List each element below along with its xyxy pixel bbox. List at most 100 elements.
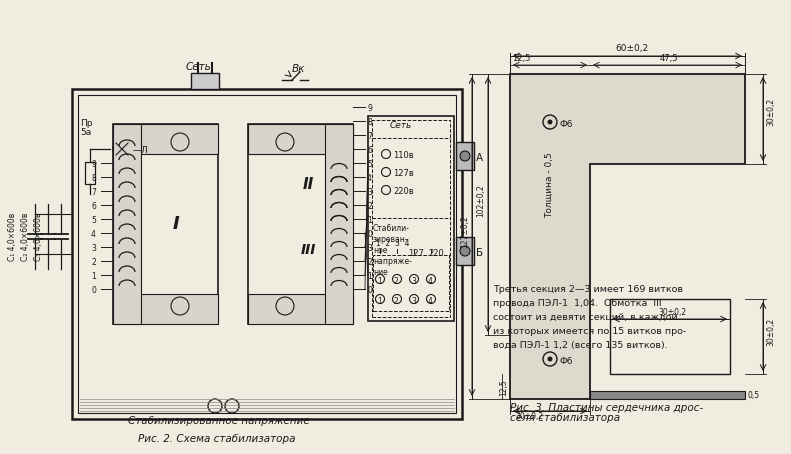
Text: 110в: 110в xyxy=(393,151,414,160)
Text: 6: 6 xyxy=(91,202,96,211)
Bar xyxy=(113,124,141,324)
Text: Рис. 3. Пластины сердечника дрос-: Рис. 3. Пластины сердечника дрос- xyxy=(510,403,703,413)
Text: II: II xyxy=(303,177,314,192)
Text: 3: 3 xyxy=(411,277,416,286)
Polygon shape xyxy=(510,74,745,399)
Text: 220: 220 xyxy=(428,249,444,258)
Bar xyxy=(610,299,730,374)
Text: 3: 3 xyxy=(411,297,416,306)
Text: 60±0,2: 60±0,2 xyxy=(615,44,649,53)
Text: 8: 8 xyxy=(91,174,96,183)
Text: 4: 4 xyxy=(428,297,433,306)
Text: ние: ние xyxy=(373,268,388,277)
Text: C₃ 4,0×600в: C₃ 4,0×600в xyxy=(34,212,43,261)
Text: 2: 2 xyxy=(394,297,399,306)
Bar xyxy=(85,162,95,184)
Text: Вк: Вк xyxy=(292,64,305,74)
Text: 30±0,2: 30±0,2 xyxy=(515,412,543,421)
Text: 30±0,2: 30±0,2 xyxy=(658,308,686,317)
Text: 0: 0 xyxy=(367,230,372,239)
Bar xyxy=(325,124,353,324)
Bar xyxy=(372,120,450,317)
Text: 3: 3 xyxy=(367,244,372,253)
Text: Стабилизированное напряжение: Стабилизированное напряжение xyxy=(128,416,310,426)
Text: 102±0,2: 102±0,2 xyxy=(476,184,485,217)
Text: 0,5: 0,5 xyxy=(748,391,760,400)
Text: 127в: 127в xyxy=(393,169,414,178)
Text: 0: 0 xyxy=(91,286,96,295)
Text: 3: 3 xyxy=(367,188,372,197)
Text: 5: 5 xyxy=(91,216,96,225)
Text: 5а: 5а xyxy=(80,128,91,137)
Bar xyxy=(456,237,474,265)
Text: I: I xyxy=(173,215,180,233)
Text: 12,5: 12,5 xyxy=(512,54,531,63)
Text: 30±0,2: 30±0,2 xyxy=(766,318,775,346)
Text: 4: 4 xyxy=(91,230,96,239)
Bar xyxy=(456,142,474,170)
Text: Сеть: Сеть xyxy=(186,62,212,72)
Text: 6: 6 xyxy=(367,146,372,155)
Text: 127±0,2: 127±0,2 xyxy=(460,216,469,248)
Text: 12,5: 12,5 xyxy=(499,379,508,396)
Text: 9: 9 xyxy=(367,104,372,113)
Bar xyxy=(248,294,353,324)
Bar xyxy=(72,89,462,419)
Text: 8: 8 xyxy=(367,118,372,127)
Text: 1: 1 xyxy=(367,272,372,281)
Bar xyxy=(113,124,218,324)
Text: 47,5: 47,5 xyxy=(660,54,678,63)
Text: —Л: —Л xyxy=(133,146,149,155)
Text: III: III xyxy=(301,243,316,257)
Text: из которых имеется по 15 витков про-: из которых имеется по 15 витков про- xyxy=(493,327,687,336)
Text: селя стабилизатора: селя стабилизатора xyxy=(510,413,620,423)
Text: 2: 2 xyxy=(367,258,372,267)
Text: вода ПЭЛ-1 1,2 (всего 135 витков).: вода ПЭЛ-1 1,2 (всего 135 витков). xyxy=(493,341,668,350)
Text: Сеть: Сеть xyxy=(390,121,412,130)
Text: Б: Б xyxy=(476,248,483,258)
Bar xyxy=(248,124,353,324)
Text: 3: 3 xyxy=(91,244,96,253)
Text: зирован-: зирован- xyxy=(373,235,409,244)
Bar xyxy=(368,116,454,321)
Text: 220в: 220в xyxy=(393,187,414,196)
Text: 2: 2 xyxy=(367,202,372,211)
Text: ное: ное xyxy=(373,246,388,255)
Bar xyxy=(590,391,745,399)
Text: C₂ 4,0×600в: C₂ 4,0×600в xyxy=(21,212,30,261)
Text: 30±0,2: 30±0,2 xyxy=(766,98,775,126)
Text: Пр: Пр xyxy=(80,119,93,128)
Text: 2: 2 xyxy=(394,277,399,286)
Text: 1: 1 xyxy=(367,216,372,225)
Text: 7: 7 xyxy=(367,132,372,141)
Text: 1: 1 xyxy=(377,297,382,306)
Text: 9: 9 xyxy=(91,160,96,169)
Text: состоит из девяти секций, в каждой: состоит из девяти секций, в каждой xyxy=(493,313,678,322)
Bar xyxy=(113,294,218,324)
Text: 1: 1 xyxy=(91,272,96,281)
Text: Ф6: Ф6 xyxy=(560,120,573,129)
Text: провода ПЭЛ-1  1,04.  Обмотка  III: провода ПЭЛ-1 1,04. Обмотка III xyxy=(493,299,661,308)
Text: C₁ 4,0×600в: C₁ 4,0×600в xyxy=(8,213,17,261)
Text: 2: 2 xyxy=(91,258,96,267)
Text: напряже-: напряже- xyxy=(373,257,412,266)
Text: Третья секция 2—3 имеет 169 витков: Третья секция 2—3 имеет 169 витков xyxy=(493,285,683,294)
Text: 5: 5 xyxy=(367,160,372,169)
Bar xyxy=(78,95,456,413)
Bar xyxy=(373,255,449,311)
Text: 127: 127 xyxy=(408,249,424,258)
Text: 1  2  3  4: 1 2 3 4 xyxy=(376,239,410,248)
Text: 1: 1 xyxy=(377,277,382,286)
Text: А: А xyxy=(476,153,483,163)
Text: Ф6: Ф6 xyxy=(560,357,573,366)
Text: 0: 0 xyxy=(367,286,372,295)
Text: Рис. 2. Схема стабилизатора: Рис. 2. Схема стабилизатора xyxy=(138,434,296,444)
Circle shape xyxy=(460,151,470,161)
Circle shape xyxy=(460,246,470,256)
Bar xyxy=(191,73,219,89)
Circle shape xyxy=(548,120,552,124)
Text: Стабили-: Стабили- xyxy=(373,224,410,233)
Circle shape xyxy=(548,357,552,361)
Text: 7: 7 xyxy=(91,188,96,197)
Bar xyxy=(248,124,353,154)
